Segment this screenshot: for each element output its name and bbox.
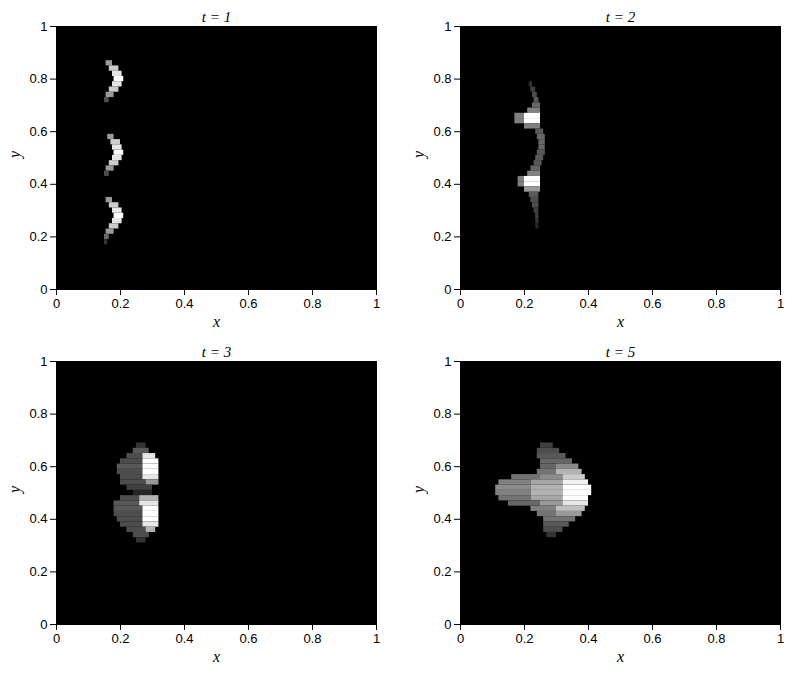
svg-text:t = 2: t = 2 [606,9,636,25]
svg-text:y: y [6,485,24,495]
svg-text:0: 0 [40,617,47,632]
svg-text:0.6: 0.6 [29,124,47,139]
svg-text:1: 1 [40,19,47,34]
svg-text:0.8: 0.8 [303,631,321,646]
svg-text:0: 0 [53,296,60,311]
svg-text:0: 0 [444,282,451,297]
svg-text:0.6: 0.6 [643,296,661,311]
svg-text:0.8: 0.8 [433,71,451,86]
svg-text:x: x [212,313,220,330]
svg-text:0.2: 0.2 [29,229,47,244]
svg-text:y: y [410,150,428,160]
svg-text:0.4: 0.4 [29,511,47,526]
svg-text:0.8: 0.8 [303,296,321,311]
svg-text:0: 0 [40,282,47,297]
svg-text:x: x [212,648,220,665]
svg-text:0.8: 0.8 [707,296,725,311]
svg-text:0.2: 0.2 [515,296,533,311]
svg-text:0: 0 [457,631,464,646]
svg-text:0.2: 0.2 [515,631,533,646]
svg-text:1: 1 [40,354,47,369]
svg-text:1: 1 [444,354,451,369]
svg-text:1: 1 [373,296,380,311]
svg-text:y: y [6,150,24,160]
svg-text:0.4: 0.4 [433,176,451,191]
svg-text:0.2: 0.2 [433,564,451,579]
svg-text:1: 1 [373,631,380,646]
svg-text:0.6: 0.6 [29,459,47,474]
svg-text:0.4: 0.4 [579,631,597,646]
svg-text:t = 3: t = 3 [202,344,231,360]
svg-text:0.6: 0.6 [239,631,257,646]
svg-text:0.4: 0.4 [433,511,451,526]
svg-text:0.4: 0.4 [29,176,47,191]
svg-text:0.8: 0.8 [29,406,47,421]
svg-text:0.2: 0.2 [111,296,129,311]
svg-text:t = 1: t = 1 [202,9,231,25]
svg-text:0.8: 0.8 [433,406,451,421]
svg-text:0.4: 0.4 [175,631,193,646]
svg-text:y: y [410,485,428,495]
svg-text:0.6: 0.6 [433,459,451,474]
svg-text:0: 0 [53,631,60,646]
svg-text:0.6: 0.6 [643,631,661,646]
svg-text:x: x [616,648,624,665]
svg-text:0.2: 0.2 [111,631,129,646]
svg-text:1: 1 [777,296,784,311]
svg-text:0.2: 0.2 [433,229,451,244]
svg-text:1: 1 [444,19,451,34]
svg-text:0.2: 0.2 [29,564,47,579]
svg-text:0: 0 [457,296,464,311]
svg-text:0: 0 [444,617,451,632]
svg-text:t = 5: t = 5 [606,344,636,360]
svg-text:0.8: 0.8 [707,631,725,646]
svg-text:0.4: 0.4 [579,296,597,311]
svg-text:0.8: 0.8 [29,71,47,86]
svg-text:0.6: 0.6 [433,124,451,139]
svg-text:1: 1 [777,631,784,646]
svg-text:x: x [616,313,624,330]
svg-text:0.4: 0.4 [175,296,193,311]
svg-text:0.6: 0.6 [239,296,257,311]
